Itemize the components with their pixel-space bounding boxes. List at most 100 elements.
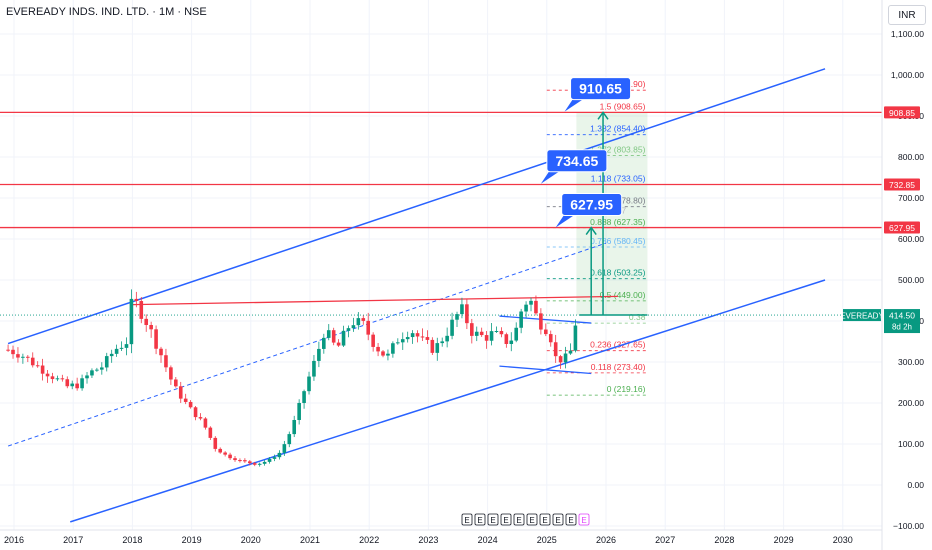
fib-level-label: 0.118 (273.40) <box>591 362 646 372</box>
measure-arrow-head <box>597 111 609 120</box>
candle-body <box>188 401 193 408</box>
x-tick-label: 2028 <box>714 535 734 545</box>
y-tick-label: 700.00 <box>898 193 924 203</box>
candle-body <box>371 334 375 347</box>
candle-body <box>26 356 30 358</box>
candle-body <box>514 327 519 341</box>
candle-body <box>95 369 99 371</box>
candle-body <box>100 367 104 370</box>
callout-pointer <box>555 215 574 228</box>
last-price-countdown: 8d 2h <box>892 323 912 332</box>
earnings-marker-label: E <box>529 516 534 525</box>
candle-body <box>164 355 168 368</box>
candle-body <box>40 365 45 374</box>
candle-body <box>312 360 316 377</box>
earnings-marker-label: E <box>555 516 560 525</box>
price-level-badge: 908.85 <box>884 106 920 119</box>
candle-body <box>366 320 371 335</box>
candle-body <box>21 356 25 358</box>
candle-body <box>228 454 232 459</box>
candle-body <box>297 402 301 420</box>
candle-body <box>134 298 139 302</box>
badge-label: 627.95 <box>889 223 915 233</box>
candle-body <box>396 342 400 344</box>
candle-body <box>435 343 440 353</box>
x-tick-label: 2030 <box>833 535 853 545</box>
candle-body <box>75 383 79 389</box>
earnings-marker <box>500 513 512 526</box>
candle-body <box>499 330 504 335</box>
candle-body <box>361 318 366 321</box>
candle-body <box>213 437 218 449</box>
candle-body <box>124 344 129 348</box>
candle-body <box>351 325 356 329</box>
candle-body <box>465 304 469 324</box>
candle-body <box>159 348 163 356</box>
candle-body <box>119 347 124 349</box>
earnings-marker-label: E <box>464 516 469 525</box>
candle-body <box>238 460 242 462</box>
candle-body <box>193 407 198 418</box>
earnings-marker-label: E <box>542 516 547 525</box>
candle-body <box>544 329 548 335</box>
candle-body <box>410 333 415 338</box>
candle-body <box>223 452 227 455</box>
candle-body <box>60 378 65 380</box>
x-tick-label: 2021 <box>300 535 320 545</box>
x-tick-label: 2027 <box>655 535 675 545</box>
candle-body <box>558 356 563 363</box>
badge-bg <box>884 221 920 234</box>
y-tick-label: −100.00 <box>893 521 924 531</box>
candle-body <box>65 379 70 387</box>
candle-body <box>114 348 119 354</box>
candle-body <box>203 418 208 428</box>
earnings-marker-label: E <box>516 516 521 525</box>
last-price-bg <box>884 309 920 334</box>
candle-body <box>11 349 15 355</box>
candle-body <box>568 350 573 354</box>
callout-label: 734.65 <box>555 153 598 169</box>
fib-level-label: 1.272 (803.85) <box>590 144 645 154</box>
y-tick-label: 300.00 <box>898 357 924 367</box>
candle-body <box>218 448 223 453</box>
callout-label: 910.65 <box>579 81 622 97</box>
candle-body <box>494 330 499 332</box>
candle-body <box>90 370 94 376</box>
earnings-marker <box>526 513 538 526</box>
candle-body <box>341 330 346 346</box>
earnings-marker-label: E <box>503 516 508 525</box>
callout-pointer <box>540 171 559 184</box>
x-tick-label: 2018 <box>122 535 142 545</box>
candle-body <box>174 379 178 387</box>
candle-body <box>573 325 578 351</box>
candle-body <box>460 304 464 315</box>
candle-body <box>386 353 390 356</box>
price-callout: 910.65 <box>564 77 632 112</box>
fib-level-label: 1.382 (854.40) <box>590 124 645 134</box>
candle-body <box>470 323 474 336</box>
currency-button[interactable]: INR <box>888 5 926 25</box>
earnings-marker-label: E <box>490 516 495 525</box>
candle-body <box>16 354 20 358</box>
candle-body <box>400 339 405 343</box>
badge-label: 908.85 <box>889 108 915 118</box>
candle-body <box>425 337 430 340</box>
fib-level-label: 0 (219.16) <box>607 384 646 394</box>
fib-level-label: 0.5 (449.00) <box>600 290 646 300</box>
fib-level-label: 1.118 (733.05) <box>591 173 646 183</box>
callout-label: 627.95 <box>570 197 613 213</box>
y-tick-label: 0.00 <box>907 480 924 490</box>
symbol-tag-label: EVEREADY <box>840 312 884 321</box>
x-tick-label: 2025 <box>537 535 557 545</box>
x-tick-label: 2024 <box>478 535 498 545</box>
badge-label: 732.85 <box>889 180 915 190</box>
candle-body <box>381 351 385 356</box>
x-tick-label: 2029 <box>774 535 794 545</box>
candle-body <box>548 334 553 343</box>
candle-body <box>208 427 213 438</box>
candle-body <box>405 337 410 340</box>
candles <box>6 289 578 467</box>
callout-pointer <box>564 99 583 112</box>
channel-upper-line <box>7 68 826 345</box>
